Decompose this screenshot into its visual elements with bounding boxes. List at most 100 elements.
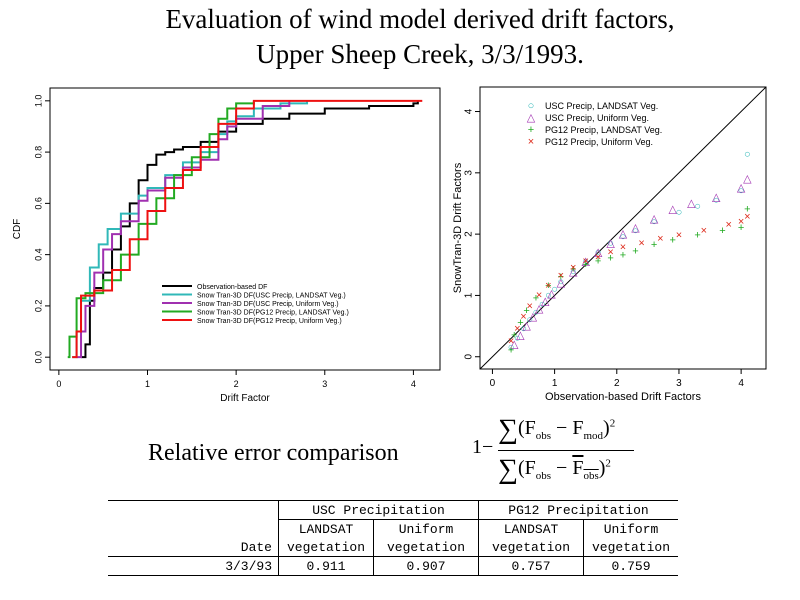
scatter-point-series-2: △ bbox=[606, 237, 615, 249]
scatter-point-series-1: ○ bbox=[539, 299, 546, 311]
cdf-x-tick-label: 0 bbox=[56, 379, 61, 389]
cdf-x-tick-label: 4 bbox=[411, 379, 416, 389]
scatter-point-series-3: + bbox=[558, 271, 564, 283]
table-header-row-3: Date vegetation vegetation vegetation ve… bbox=[108, 538, 678, 557]
scatter-point-series-4: × bbox=[701, 225, 707, 237]
scatter-legend-marker-3: + bbox=[528, 124, 534, 136]
scatter-y-axis-label: SnowTran-3D Drift Factors bbox=[452, 162, 464, 293]
scatter-point-series-3: + bbox=[651, 239, 657, 251]
col-usc-uniform-line2: vegetation bbox=[373, 538, 479, 557]
scatter-point-series-2: △ bbox=[529, 311, 538, 323]
scatter-point-series-3: + bbox=[620, 250, 626, 262]
cdf-series-line-5 bbox=[72, 99, 423, 359]
cdf-legend-label-2: Snow Tran-3D DF(USC Precip, LANDSAT Veg.… bbox=[197, 293, 346, 300]
cdf-y-tick-label: 0.6 bbox=[33, 197, 43, 210]
scatter-point-series-4: × bbox=[545, 280, 551, 292]
scatter-point-series-2: △ bbox=[535, 303, 544, 315]
cdf-legend-label-1: Observation-based DF bbox=[197, 284, 267, 291]
scatter-x-tick-label: 1 bbox=[552, 378, 558, 389]
scatter-point-series-4: × bbox=[536, 289, 542, 301]
scatter-point-series-1: ○ bbox=[545, 289, 552, 301]
scatter-point-series-3: + bbox=[582, 259, 588, 271]
scatter-point-series-1: ○ bbox=[526, 314, 533, 326]
scatter-point-series-4: × bbox=[738, 216, 744, 228]
cdf-y-tick-label: 0.0 bbox=[33, 351, 43, 364]
cdf-legend-label-5: Snow Tran-3D DF(PG12 Precip, Uniform Veg… bbox=[197, 318, 342, 325]
scatter-legend-label-2: USC Precip, Uniform Veg. bbox=[545, 113, 649, 123]
table-header-row-2: LANDSAT Uniform LANDSAT Uniform bbox=[108, 519, 678, 538]
scatter-legend-label-3: PG12 Precip, LANDSAT Veg. bbox=[545, 125, 662, 135]
scatter-point-series-2: △ bbox=[743, 173, 752, 185]
cdf-x-tick-label: 2 bbox=[234, 379, 239, 389]
scatter-point-series-2: △ bbox=[687, 197, 696, 209]
scatter-point-series-4: × bbox=[657, 233, 663, 245]
val-pg12-uniform: 0.759 bbox=[583, 556, 678, 576]
scatter-point-series-1: ○ bbox=[607, 237, 614, 249]
scatter-x-tick-label: 4 bbox=[738, 378, 744, 389]
scatter-legend-marker-2: △ bbox=[527, 112, 536, 124]
scatter-point-series-1: ○ bbox=[582, 256, 589, 268]
scatter-x-tick-label: 2 bbox=[614, 378, 620, 389]
scatter-legend-label-1: USC Precip, LANDSAT Veg. bbox=[545, 101, 658, 111]
formula-numerator: ∑(Fobs − Fmod)2 bbox=[498, 414, 616, 445]
scatter-point-series-1: ○ bbox=[508, 342, 515, 354]
scatter-point-series-2: △ bbox=[712, 191, 721, 203]
charts-canvas: 0 1 2 3 4 0.0 0.2 0.4 0.6 0.8 1.0 Drift Factor CDF Ob… bbox=[12, 86, 767, 404]
scatter-point-series-3: + bbox=[670, 234, 676, 246]
scatter-point-series-1: ○ bbox=[632, 225, 639, 237]
scatter-point-series-4: × bbox=[725, 219, 731, 231]
scatter-point-series-1: ○ bbox=[744, 148, 751, 160]
scatter-point-series-3: + bbox=[719, 225, 725, 237]
val-pg12-landsat: 0.757 bbox=[478, 556, 584, 576]
scatter-point-series-1: ○ bbox=[520, 323, 527, 335]
cdf-y-tick-label: 0.2 bbox=[33, 300, 43, 313]
scatter-y-tick-label: 4 bbox=[464, 108, 475, 114]
col-pg12-landsat-line1: LANDSAT bbox=[478, 519, 584, 538]
scatter-point-series-4: × bbox=[638, 237, 644, 249]
scatter-y-tick-label: 0 bbox=[464, 354, 475, 360]
cdf-x-tick-label: 3 bbox=[322, 379, 327, 389]
cdf-legend-label-4: Snow Tran-3D DF(PG12 Precip, LANDSAT Veg… bbox=[197, 310, 349, 317]
scatter-chart: 0 1 2 3 4 0 1 2 3 4 Observation-based Drift Factor… bbox=[452, 86, 767, 403]
formula-fraction-bar bbox=[498, 450, 634, 451]
col-pg12-landsat-line2: vegetation bbox=[478, 538, 584, 557]
scatter-point-series-2: △ bbox=[557, 277, 566, 289]
cdf-x-axis-label: Drift Factor bbox=[220, 393, 270, 404]
scatter-plot-frame bbox=[479, 86, 767, 370]
scatter-point-series-1: ○ bbox=[551, 283, 558, 295]
scatter-y-tick-label: 2 bbox=[464, 231, 475, 237]
scatter-point-series-2: △ bbox=[510, 338, 519, 350]
scatter-point-series-2: △ bbox=[516, 329, 525, 341]
scatter-point-series-2: △ bbox=[631, 222, 640, 234]
formula-one-minus: 1− bbox=[472, 436, 494, 458]
scatter-point-series-4: × bbox=[520, 311, 526, 323]
scatter-legend-label-4: PG12 Precip, Uniform Veg. bbox=[545, 137, 653, 147]
scatter-legend-marker-4: × bbox=[528, 136, 534, 148]
title-line-1: Evaluation of wind model derived drift f… bbox=[165, 4, 675, 34]
col-usc-landsat-line1: LANDSAT bbox=[278, 519, 374, 538]
scatter-point-series-2: △ bbox=[569, 266, 578, 278]
title-line-2: Upper Sheep Creek, 3/3/1993. bbox=[256, 39, 584, 69]
cdf-y-tick-label: 0.8 bbox=[33, 146, 43, 159]
scatter-point-series-1: ○ bbox=[676, 207, 683, 219]
table-row: 3/3/93 0.911 0.907 0.757 0.759 bbox=[108, 556, 678, 576]
scatter-point-series-4: × bbox=[558, 270, 564, 282]
scatter-x-tick-label: 0 bbox=[490, 378, 496, 389]
scatter-point-series-4: × bbox=[595, 251, 601, 263]
scatter-point-series-2: △ bbox=[650, 213, 659, 225]
row-date: 3/3/93 bbox=[108, 556, 279, 576]
col-pg12-uniform-line2: vegetation bbox=[583, 538, 678, 557]
scatter-x-axis-label: Observation-based Drift Factors bbox=[545, 391, 701, 403]
scatter-point-series-1: ○ bbox=[713, 194, 720, 206]
scatter-point-series-4: × bbox=[676, 229, 682, 241]
scatter-point-series-4: × bbox=[607, 247, 613, 259]
scatter-point-series-3: + bbox=[738, 222, 744, 234]
scatter-point-series-4: × bbox=[514, 323, 520, 335]
formula-denominator: ∑(Fobs − Fobs)2 bbox=[498, 454, 611, 485]
pg12-precip-header: PG12 Precipitation bbox=[478, 500, 678, 520]
scatter-point-series-2: △ bbox=[619, 228, 628, 240]
scatter-point-series-4: × bbox=[744, 211, 750, 223]
scatter-point-series-4: × bbox=[570, 262, 576, 274]
scatter-point-series-2: △ bbox=[581, 256, 590, 268]
scatter-point-series-1: ○ bbox=[595, 247, 602, 259]
